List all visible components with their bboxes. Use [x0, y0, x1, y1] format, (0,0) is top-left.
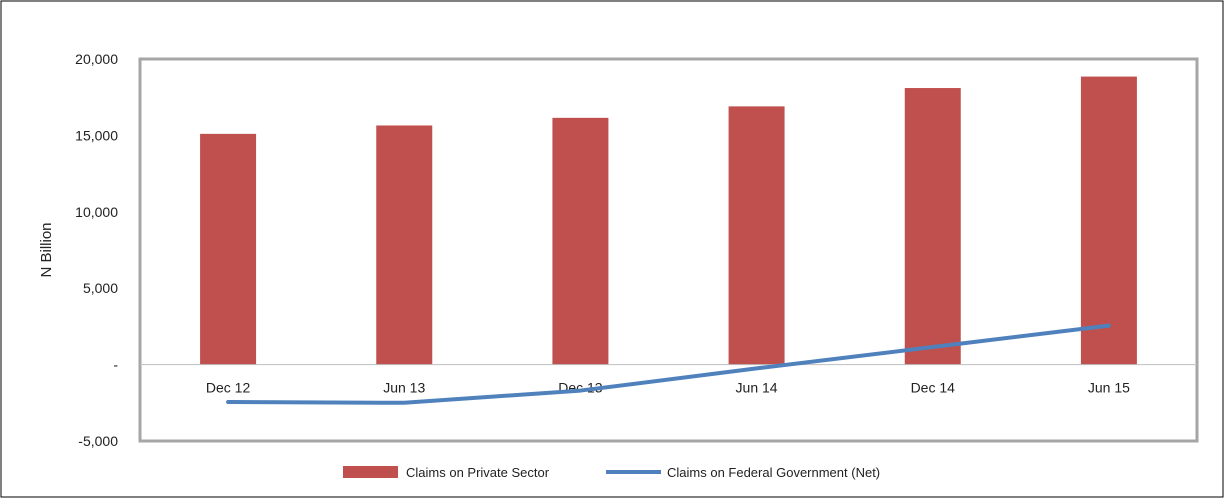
legend-swatch-bar [343, 466, 398, 478]
bar [552, 117, 609, 365]
line-series [226, 323, 1111, 405]
bar [728, 106, 785, 365]
y-tick-label: - [113, 357, 118, 373]
x-tick-label: Jun 14 [736, 380, 778, 396]
legend-label: Claims on Private Sector [406, 465, 550, 480]
bar [376, 125, 433, 365]
y-axis-ticks: 20,000 15,000 10,000 5,000 - -5,000 [75, 51, 118, 449]
x-tick-label: Dec 12 [206, 380, 251, 396]
x-tick-label: Jun 15 [1088, 380, 1130, 396]
plot-area-border [138, 57, 1199, 443]
bar-series [200, 76, 1137, 365]
legend: Claims on Private Sector Claims on Federa… [343, 465, 880, 480]
y-tick-label: 20,000 [75, 51, 118, 67]
bar [904, 88, 961, 365]
x-tick-label: Jun 13 [383, 380, 425, 396]
bar [1080, 76, 1137, 365]
x-tick-label: Dec 14 [911, 380, 956, 396]
y-tick-label: -5,000 [78, 433, 118, 449]
bar [200, 133, 257, 365]
y-axis-title: N Billion [38, 222, 55, 277]
y-tick-label: 15,000 [75, 127, 118, 143]
legend-label: Claims on Federal Government (Net) [667, 465, 880, 480]
y-tick-label: 5,000 [83, 280, 118, 296]
y-tick-label: 10,000 [75, 204, 118, 220]
series-line [226, 323, 1111, 405]
